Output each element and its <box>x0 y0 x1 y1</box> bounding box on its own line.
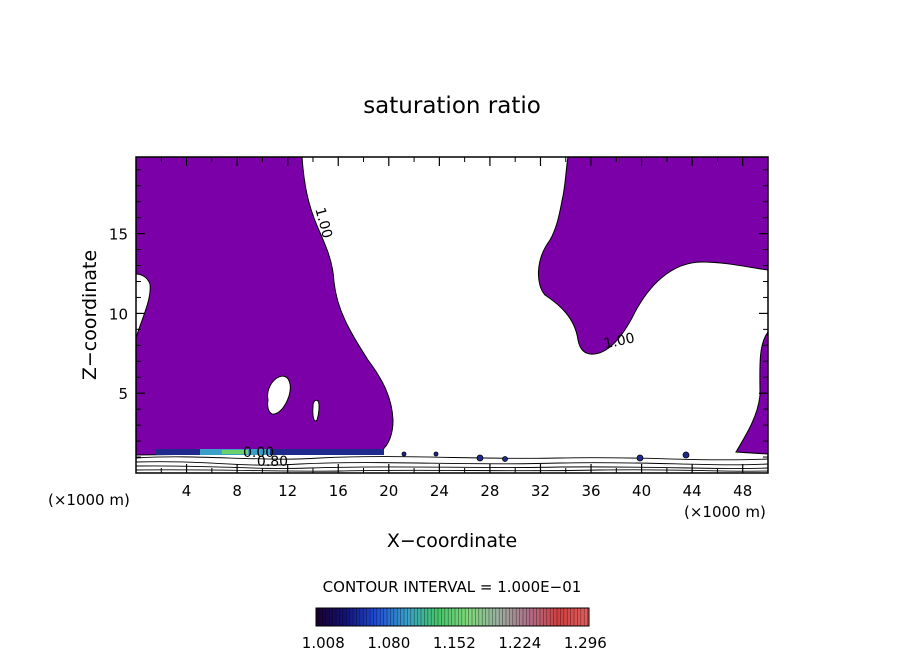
y-axis-ticks: 5 10 15 <box>109 169 768 458</box>
x-tick-label-6: 28 <box>480 482 499 500</box>
colorbar-stripes <box>318 608 588 626</box>
x-unit-left: (×1000 m) <box>48 491 130 509</box>
colorbar-label-3: 1.224 <box>498 634 541 652</box>
colorbar <box>315 607 590 627</box>
subsaturated-hole-2 <box>312 399 320 422</box>
colorbar-label-0: 1.008 <box>302 634 345 652</box>
colorbar-label-2: 1.152 <box>433 634 476 652</box>
subsaturated-hole-1 <box>267 375 291 415</box>
contour-label-2: 0.80 <box>257 454 288 470</box>
contour-label-3: 0.00 <box>243 445 274 461</box>
x-tick-label-10: 44 <box>683 482 702 500</box>
near-surface-band-peak <box>222 450 248 454</box>
x-tick-label-4: 20 <box>379 482 398 500</box>
x-tick-label-9: 40 <box>632 482 651 500</box>
contour-label-0: 1.00 <box>311 206 335 240</box>
x-tick-label-3: 16 <box>329 482 348 500</box>
supersaturated-region-right <box>538 157 768 355</box>
isolated-contours <box>401 451 690 462</box>
colorbar-label-1: 1.080 <box>367 634 410 652</box>
x-tick-label-5: 24 <box>430 482 449 500</box>
plot-frame <box>135 156 769 474</box>
y-tick-label-0: 5 <box>118 385 128 403</box>
supersaturated-region-left <box>136 157 394 456</box>
plot-area <box>136 157 768 472</box>
chart-title: saturation ratio <box>363 93 541 119</box>
x-tick-label-2: 12 <box>278 482 297 500</box>
supersaturated-region-edge <box>735 331 768 455</box>
x-tick-label-7: 32 <box>531 482 550 500</box>
x-unit-right: (×1000 m) <box>684 503 766 521</box>
contour-labels: 1.00 1.00 0.800.00 <box>243 206 636 470</box>
y-tick-label-2: 15 <box>109 226 128 244</box>
x-tick-label-1: 8 <box>232 482 242 500</box>
contour-label-1: 1.00 <box>602 330 636 352</box>
x-axis-label: X−coordinate <box>387 530 517 552</box>
contour-lines-surface <box>136 456 768 472</box>
y-axis-label: Z−coordinate <box>79 250 101 380</box>
y-tick-label-1: 10 <box>109 305 128 323</box>
x-tick-label-11: 48 <box>733 482 752 500</box>
colorbar-label-4: 1.296 <box>564 634 607 652</box>
x-tick-label-0: 4 <box>182 482 192 500</box>
colorbar-labels: 1.008 1.080 1.152 1.224 1.296 <box>302 634 607 652</box>
x-tick-label-8: 36 <box>581 482 600 500</box>
contour-interval-text: CONTOUR INTERVAL = 1.000E−01 <box>323 578 582 596</box>
x-axis-ticks: 4 8 12 16 20 24 28 32 36 40 44 48 <box>160 157 752 500</box>
